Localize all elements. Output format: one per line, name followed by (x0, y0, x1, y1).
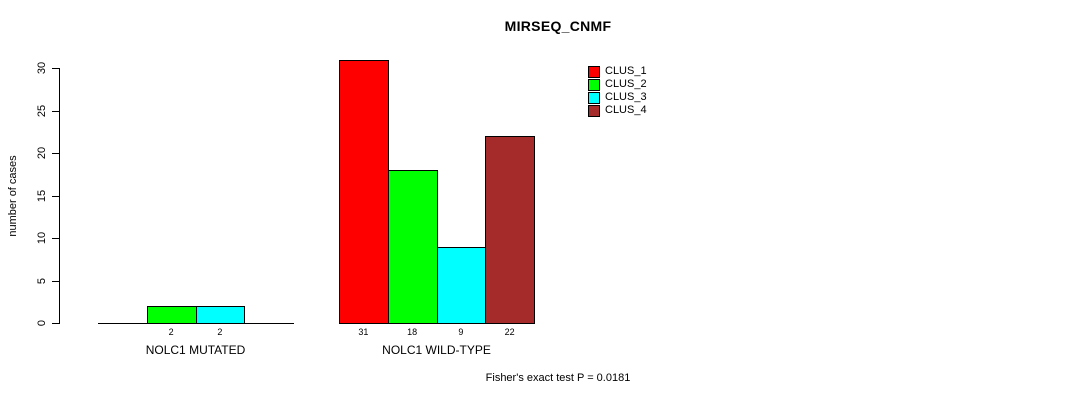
bar-value-label: 18 (407, 327, 418, 337)
legend-swatch (588, 78, 600, 91)
fisher-test-annotation: Fisher's exact test P = 0.0181 (485, 372, 631, 384)
legend-item: CLUS_3 (588, 91, 647, 104)
y-tick (52, 110, 59, 112)
bar-clus_1 (339, 59, 389, 324)
y-tick-label: 5 (36, 277, 48, 284)
y-axis-line (59, 68, 60, 324)
y-tick (52, 323, 59, 324)
legend: CLUS_1 CLUS_2 CLUS_3 CLUS_4 (588, 65, 647, 117)
y-tick (52, 280, 59, 282)
bar-value-label: 31 (358, 327, 369, 337)
bar-clus_2 (387, 170, 438, 324)
legend-label: CLUS_4 (605, 104, 647, 116)
legend-item: CLUS_4 (588, 104, 647, 117)
y-tick-label: 25 (36, 104, 48, 117)
legend-item: CLUS_2 (588, 78, 647, 91)
y-tick (52, 153, 59, 154)
legend-label: CLUS_2 (605, 78, 647, 90)
bar-clus_3 (195, 306, 246, 324)
legend-swatch (588, 65, 600, 78)
y-tick-label: 20 (36, 146, 48, 160)
y-tick-label: 15 (36, 189, 48, 202)
bar-value-label: 9 (458, 327, 464, 337)
group-label: NOLC1 MUTATED (145, 343, 246, 357)
chart-title: MIRSEQ_CNMF (504, 18, 612, 34)
legend-swatch (588, 91, 600, 104)
y-tick-label: 10 (36, 231, 48, 245)
y-tick-label: 30 (36, 61, 48, 75)
group-label: NOLC1 WILD-TYPE (382, 343, 491, 357)
y-tick-label: 0 (36, 319, 48, 327)
y-tick (52, 238, 59, 239)
bar-value-label: 2 (168, 327, 174, 337)
legend-label: CLUS_3 (605, 91, 647, 103)
y-tick (52, 68, 59, 69)
y-axis-label: number of cases (7, 155, 19, 237)
legend-item: CLUS_1 (588, 65, 647, 78)
bar-clus_3 (436, 246, 487, 324)
bar-clus_4 (485, 136, 535, 324)
y-tick (52, 195, 59, 197)
bar-value-label: 2 (217, 327, 223, 337)
legend-label: CLUS_1 (605, 65, 647, 77)
legend-swatch (588, 104, 600, 117)
bar-value-label: 22 (504, 327, 515, 337)
bar-clus_2 (146, 306, 197, 324)
